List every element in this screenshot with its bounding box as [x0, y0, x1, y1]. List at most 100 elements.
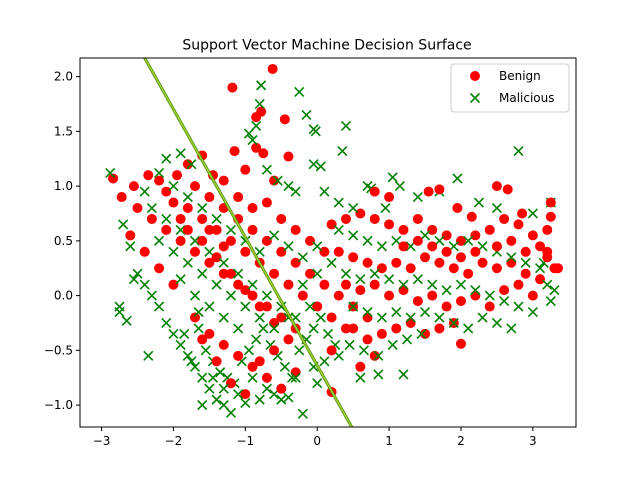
malicious-point: [179, 328, 190, 339]
benign-point: [290, 257, 301, 268]
benign-point: [455, 252, 466, 263]
malicious-point: [387, 172, 398, 183]
malicious-point: [189, 361, 201, 372]
benign-point: [470, 290, 481, 301]
benign-point: [125, 230, 136, 241]
benign-point: [427, 290, 438, 301]
benign-point: [197, 213, 208, 224]
malicious-point: [128, 274, 139, 285]
benign-point: [197, 334, 208, 345]
benign-point: [143, 170, 154, 181]
malicious-point: [434, 312, 445, 323]
benign-point: [218, 339, 229, 350]
benign-point: [108, 173, 119, 184]
benign-point: [204, 328, 215, 339]
malicious-point: [240, 301, 251, 312]
malicious-point: [251, 334, 262, 345]
malicious-point: [105, 167, 116, 179]
y-tick-label: 0.5: [54, 234, 73, 248]
y-tick-label: −1.0: [44, 398, 73, 412]
malicious-point: [506, 252, 517, 263]
benign-point: [491, 181, 502, 192]
benign-point: [233, 350, 244, 361]
malicious-point: [549, 285, 560, 296]
malicious-point: [290, 186, 301, 197]
malicious-point: [448, 317, 459, 329]
benign-point: [348, 323, 359, 334]
malicious-point: [204, 383, 215, 394]
malicious-point: [542, 279, 553, 290]
malicious-point: [251, 120, 262, 131]
malicious-point: [225, 224, 237, 235]
malicious-point: [121, 315, 132, 326]
x-tick-label: 3: [529, 434, 537, 448]
malicious-point: [215, 367, 226, 378]
malicious-point: [394, 181, 405, 192]
decision-boundary-layer: [143, 58, 354, 427]
benign-point: [146, 213, 157, 224]
benign-point: [197, 235, 208, 246]
malicious-point: [161, 213, 172, 225]
malicious-point: [373, 350, 384, 361]
malicious-point: [355, 372, 366, 383]
benign-point: [545, 197, 556, 208]
malicious-point: [491, 317, 502, 329]
malicious-point: [218, 257, 229, 268]
benign-point: [466, 211, 477, 222]
benign-point: [218, 241, 229, 252]
benign-point: [211, 224, 222, 235]
malicious-point: [391, 306, 402, 318]
malicious-point: [146, 290, 157, 301]
benign-point: [168, 279, 179, 290]
benign-point: [477, 257, 488, 268]
malicious-point: [168, 328, 179, 339]
benign-point: [412, 296, 423, 307]
x-tick-label: −3: [93, 434, 111, 448]
malicious-point: [146, 202, 157, 214]
legend-benign-marker: [470, 71, 480, 81]
malicious-point: [499, 296, 510, 307]
benign-point: [269, 317, 280, 328]
malicious-point: [491, 202, 502, 214]
benign-point: [455, 235, 466, 246]
malicious-point: [283, 241, 294, 252]
benign-point: [283, 334, 294, 345]
benign-point: [225, 268, 236, 279]
malicious-point: [473, 197, 485, 208]
benign-point: [204, 192, 215, 203]
benign-point: [312, 301, 323, 312]
malicious-point: [256, 80, 267, 91]
benign-point: [247, 203, 258, 214]
malicious-point: [387, 339, 398, 350]
malicious-point: [527, 208, 538, 219]
malicious-point: [193, 323, 204, 334]
malicious-point: [348, 230, 359, 241]
benign-point: [423, 186, 434, 197]
y-tick-label: −0.5: [44, 343, 73, 357]
malicious-point: [398, 369, 409, 380]
benign-point: [283, 151, 294, 162]
malicious-point: [506, 323, 517, 334]
malicious-point: [355, 274, 366, 285]
malicious-point: [297, 408, 308, 419]
malicious-point: [373, 369, 384, 380]
malicious-point: [118, 219, 129, 230]
benign-point: [240, 285, 251, 296]
y-tick-label: 1.5: [54, 124, 73, 138]
malicious-point: [225, 407, 237, 418]
benign-point: [132, 203, 143, 214]
benign-point: [398, 224, 409, 235]
benign-point: [491, 241, 502, 252]
malicious-point: [463, 235, 474, 246]
benign-point: [420, 252, 431, 263]
benign-point: [452, 203, 463, 214]
malicious-point: [380, 202, 391, 214]
benign-point: [545, 211, 556, 222]
benign-point: [190, 312, 201, 323]
malicious-point: [534, 263, 546, 274]
benign-point: [499, 285, 510, 296]
malicious-point: [441, 285, 452, 296]
malicious-point: [326, 257, 337, 268]
benign-point: [455, 296, 466, 307]
benign-point: [218, 268, 229, 279]
